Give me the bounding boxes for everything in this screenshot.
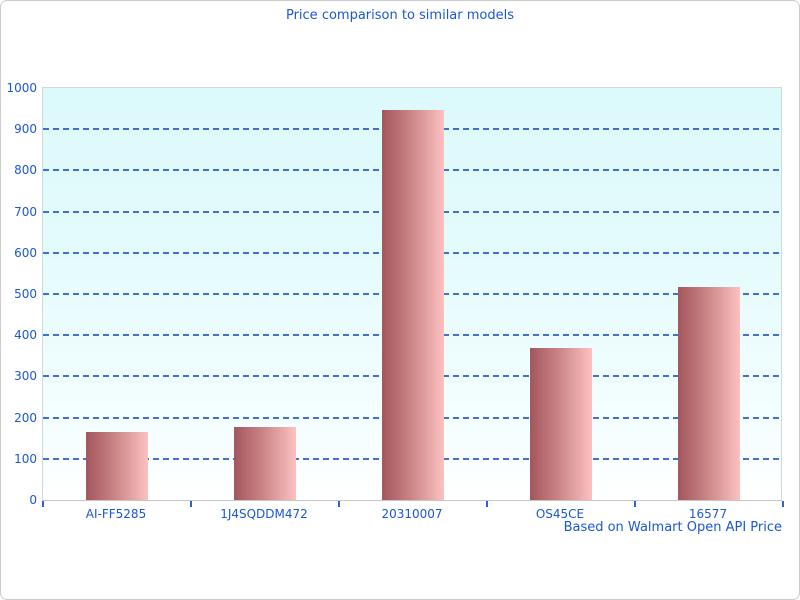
y-tick-label: 900 (14, 122, 37, 137)
x-axis-tick (486, 501, 488, 507)
x-axis-labels: AI-FF5285 1J4SQDDM472 20310007 OS45CE 16577 (42, 507, 782, 523)
y-tick-label: 300 (14, 369, 37, 384)
chart-title: Price comparison to similar models (285, 8, 515, 23)
x-tick-label-1J4SQDDM472: 1J4SQDDM472 (220, 507, 308, 521)
y-tick-label: 1000 (6, 81, 37, 95)
bar-AI-FF5285 (86, 432, 148, 500)
x-tick-label-AI-FF5285: AI-FF5285 (85, 507, 147, 521)
y-tick-label: 400 (14, 328, 37, 343)
y-tick-label: 600 (14, 245, 37, 260)
chart-footnote: Based on Walmart Open API Price (563, 520, 782, 535)
plot-area (42, 87, 782, 501)
x-axis-tick (634, 501, 636, 507)
y-tick-label: 200 (14, 410, 37, 425)
x-axis-tick (42, 501, 44, 507)
x-axis-ticks (42, 501, 784, 507)
x-tick-label-16577: 16577 (688, 507, 728, 521)
y-tick-label: 800 (14, 163, 37, 178)
x-axis-tick (190, 501, 192, 507)
x-axis-tick (782, 501, 784, 507)
y-tick-label: 100 (14, 451, 37, 466)
y-tick-label: 0 (29, 493, 37, 507)
y-axis-labels: 0 100 200 300 400 500 600 700 800 900 1000 (1, 81, 37, 507)
bar-20310007 (382, 110, 444, 500)
x-tick-label-20310007: 20310007 (381, 507, 443, 521)
bar-1J4SQDDM472 (234, 427, 296, 500)
x-axis-tick (338, 501, 340, 507)
y-tick-label: 500 (14, 287, 37, 301)
bar-16577 (678, 287, 740, 500)
x-tick-label-OS45CE: OS45CE (535, 507, 585, 521)
y-tick-label: 700 (14, 204, 37, 219)
bar-OS45CE (530, 348, 592, 500)
